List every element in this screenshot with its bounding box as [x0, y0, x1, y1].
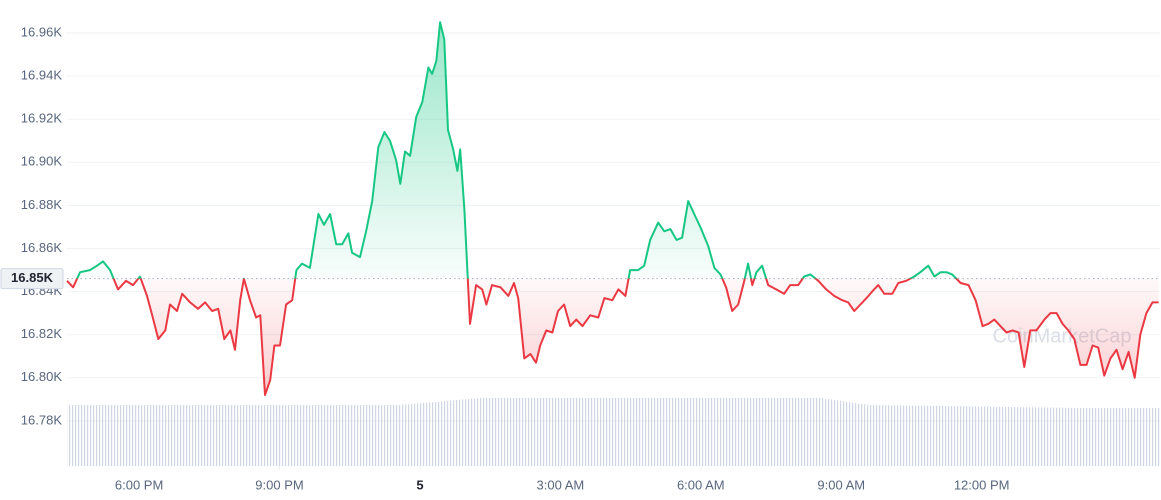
y-tick-label: 16.80K: [21, 369, 63, 384]
y-tick-label: 16.86K: [21, 240, 63, 255]
x-tick-label: 3:00 AM: [537, 477, 585, 492]
x-tick-label: 9:00 PM: [255, 477, 303, 492]
volume-bars: [67, 398, 1160, 466]
labels: 16.78K16.80K16.82K16.84K16.86K16.88K16.9…: [0, 24, 1010, 492]
plot: [66, 21, 1160, 396]
y-tick-label: 16.90K: [21, 154, 63, 169]
y-tick-label: 16.96K: [21, 24, 63, 39]
grid: [67, 32, 1160, 422]
x-tick-label: 9:00 AM: [817, 477, 865, 492]
baseline-label-box: [0, 268, 64, 290]
x-tick-label: 6:00 PM: [115, 477, 163, 492]
x-tick-label: 6:00 AM: [677, 477, 725, 492]
y-tick-label: 16.94K: [21, 68, 63, 83]
y-tick-label: 16.78K: [21, 412, 63, 427]
baseline-label: 16.85K: [11, 270, 54, 285]
x-tick-label: 12:00 PM: [954, 477, 1010, 492]
y-tick-label: 16.88K: [21, 197, 63, 212]
y-tick-label: 16.82K: [21, 326, 63, 341]
y-tick-label: 16.92K: [21, 111, 63, 126]
price-line: [66, 21, 1159, 396]
x-tick-label: 5: [416, 477, 423, 492]
